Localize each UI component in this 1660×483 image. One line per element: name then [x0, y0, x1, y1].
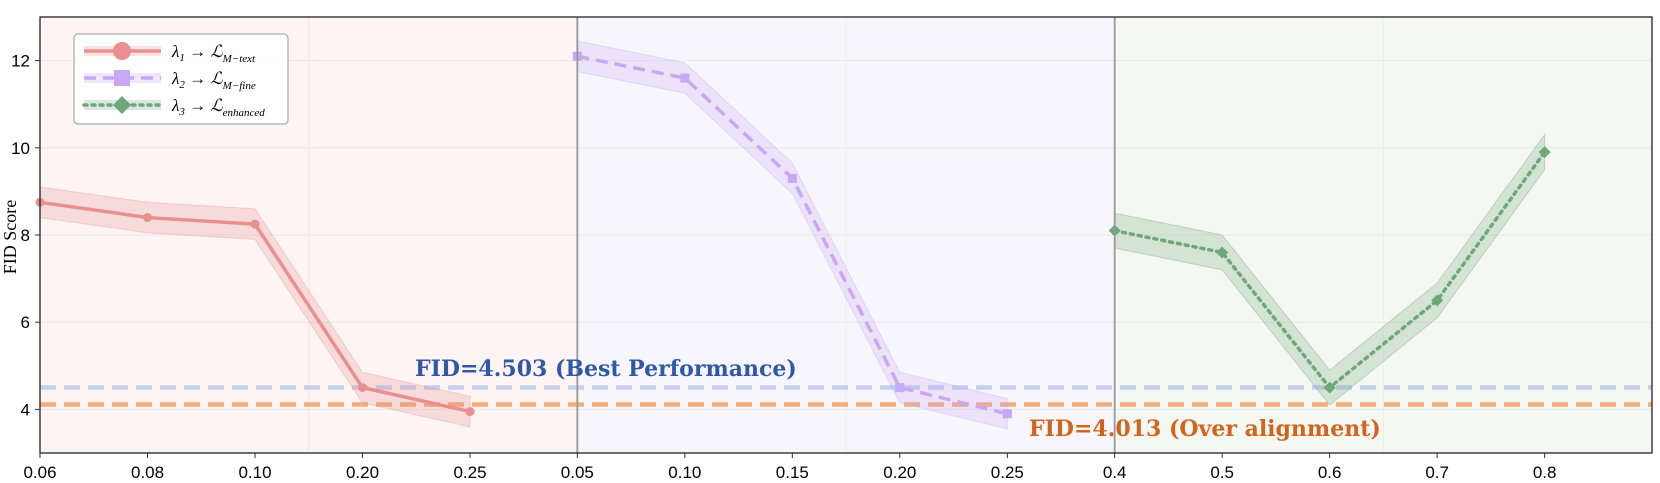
y-axis-label: FID Score — [0, 200, 20, 275]
lambda2-point-4 — [895, 383, 905, 393]
y-tick-label-8: 8 — [21, 226, 30, 245]
lambda3-x-tick-label-1: 0.4 — [1103, 463, 1127, 482]
legend-swatch-marker-2 — [114, 70, 130, 86]
lambda2-x-tick-label-5: 0.25 — [991, 463, 1024, 482]
lambda3-point-4 — [1431, 294, 1444, 307]
annotation-over-alignment: FID=4.013 (Over alignment) — [1029, 416, 1381, 442]
lambda1-x-tick-label-1: 0.06 — [23, 463, 56, 482]
legend-label-1: λ1 → ℒM−text — [171, 42, 256, 65]
y-tick-label-10: 10 — [11, 139, 30, 158]
reference-lines — [40, 385, 1652, 407]
lambda2-x-tick-label-3: 0.15 — [776, 463, 809, 482]
axes: 0.06 0.08 0.10 0.20 0.25 0.05 0.10 0.15 0.20 0.25… — [11, 16, 1653, 482]
lambda1-x-tick-label-5: 0.25 — [453, 463, 486, 482]
lambda2-point-2 — [680, 73, 690, 83]
lambda1-x-tick-label-4: 0.20 — [346, 463, 379, 482]
lambda2-x-tick-label-2: 0.10 — [668, 463, 701, 482]
lambda1-point-5 — [465, 407, 475, 417]
lambda2-point-3 — [787, 173, 797, 183]
lambda3-x-tick-label-5: 0.8 — [1533, 463, 1557, 482]
lambda3-x-tick-label-2: 0.5 — [1210, 463, 1234, 482]
lambda3-x-tick-label-4: 0.7 — [1425, 463, 1449, 482]
y-tick-label-12: 12 — [11, 52, 30, 71]
lambda2-band — [576, 40, 1008, 430]
lambda1-point-4 — [358, 383, 367, 393]
lambda1-point-3 — [250, 219, 260, 229]
legend: λ1 → ℒM−text λ2 → ℒM−fine λ3 → ℒenhanced — [73, 33, 289, 125]
y-tick-label-6: 6 — [21, 313, 30, 332]
lambda3-point-3 — [1323, 381, 1336, 394]
lambda3-point-2 — [1216, 246, 1229, 259]
lambda2-x-tick-label-4: 0.20 — [883, 463, 916, 482]
lambda2-x-tick-label-1: 0.05 — [561, 463, 594, 482]
y-tick-label-4: 4 — [21, 400, 30, 419]
legend-swatch-marker-3 — [113, 96, 131, 114]
lambda2-point-5 — [1002, 409, 1012, 419]
legend-swatch-marker-1 — [113, 42, 131, 60]
legend-label-2: λ2 → ℒM−fine — [171, 69, 256, 92]
lambda3-point-5 — [1538, 146, 1551, 159]
lambda1-x-tick-label-3: 0.10 — [238, 463, 271, 482]
annotation-best-performance: FID=4.503 (Best Performance) — [415, 356, 797, 382]
lambda1-point-2 — [143, 213, 152, 223]
legend-label-3: λ3 → ℒenhanced — [171, 96, 265, 119]
lambda3-x-tick-label-3: 0.6 — [1318, 463, 1342, 482]
lambda1-x-tick-label-2: 0.08 — [131, 463, 164, 482]
